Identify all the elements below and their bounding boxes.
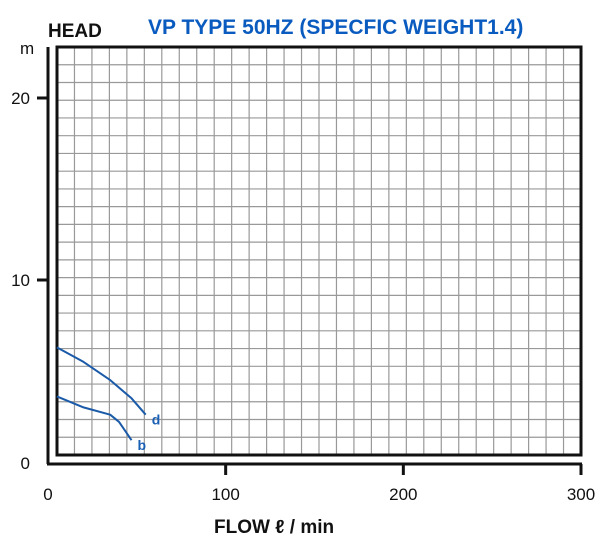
y-unit: m (20, 39, 34, 58)
plot-frame (55, 45, 583, 457)
x-tick-label: 200 (389, 485, 417, 504)
x-tick-label: 0 (43, 485, 52, 504)
chart-title: VP TYPE 50HZ (SPECFIC WEIGHT1.4) (148, 16, 523, 39)
series-label-d: d (152, 412, 161, 428)
x-tick-label: 100 (211, 485, 239, 504)
y-axis-label: HEAD (48, 21, 102, 42)
series-label-b: b (138, 437, 147, 453)
x-tick-label: 300 (567, 485, 595, 504)
series-line-d (56, 346, 147, 416)
y-tick-label: 20 (11, 89, 30, 108)
grid (57, 47, 581, 455)
x-axis-label: FLOW ℓ / min (214, 517, 334, 538)
y-tick-label: 10 (11, 271, 30, 290)
y-tick-label: 0 (21, 454, 30, 473)
series-line-b (56, 395, 133, 441)
